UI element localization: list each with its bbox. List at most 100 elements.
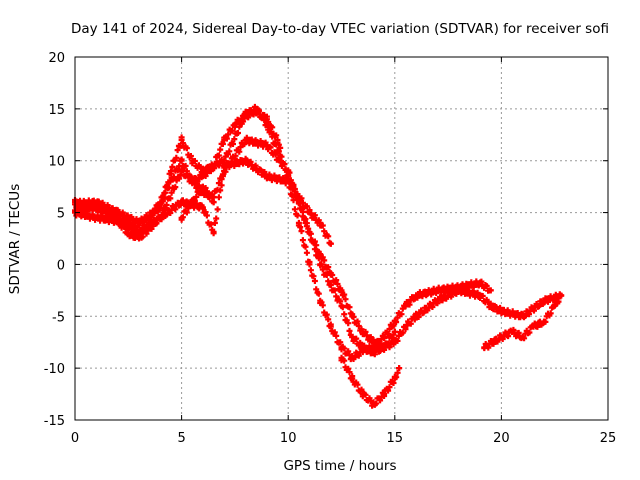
- data-point: [519, 334, 526, 340]
- data-point: [455, 287, 462, 294]
- data-point: [327, 240, 334, 247]
- data-point: [530, 323, 537, 330]
- data-point: [221, 162, 228, 169]
- data-markers: [72, 134, 565, 353]
- data-point: [541, 318, 547, 325]
- y-tick-label: 0: [57, 258, 65, 273]
- data-point: [157, 214, 164, 221]
- data-point: [402, 302, 409, 309]
- data-point: [498, 308, 505, 315]
- data-point: [434, 297, 441, 304]
- x-axis-label: GPS time / hours: [283, 458, 396, 474]
- data-point: [178, 157, 185, 164]
- data-point: [487, 287, 494, 294]
- data-point: [157, 199, 164, 206]
- y-tick-label: 15: [48, 103, 65, 118]
- data-point: [349, 354, 356, 361]
- y-tick-label: 20: [48, 51, 65, 66]
- data-point: [509, 328, 516, 335]
- data-point: [189, 178, 196, 185]
- data-point: [317, 261, 324, 268]
- y-tick-label: -10: [44, 362, 65, 377]
- data-point: [349, 334, 356, 340]
- data-point: [338, 354, 345, 361]
- data-point: [317, 251, 324, 258]
- y-tick-label: 5: [57, 207, 65, 222]
- data-point: [199, 173, 206, 180]
- data-point: [199, 168, 206, 175]
- y-tick-label: -15: [44, 414, 65, 429]
- data-point: [391, 328, 398, 335]
- plot-frame: [74, 56, 609, 421]
- data-point: [327, 282, 334, 289]
- chart-title: Day 141 of 2024, Sidereal Day-to-day VTE…: [71, 21, 609, 37]
- data-point: [263, 121, 270, 128]
- data-point: [396, 365, 403, 372]
- data-point: [338, 287, 345, 294]
- data-point: [263, 142, 270, 149]
- data-point: [338, 344, 345, 351]
- y-axis-label: SDTVAR / TECUs: [7, 184, 23, 294]
- data-point: [381, 391, 388, 398]
- data-point: [434, 287, 441, 294]
- data-point: [242, 157, 249, 164]
- axis-ticks: 0 5 10 15 20 25 -15 -10 -5 0 5 10 15 20: [44, 51, 617, 446]
- data-point: [370, 339, 377, 346]
- data-point: [210, 199, 217, 206]
- data-point: [221, 137, 228, 143]
- data-point: [136, 235, 142, 242]
- data-point: [327, 323, 334, 330]
- data-point: [93, 199, 100, 206]
- data-point: [481, 344, 488, 351]
- data-point: [210, 230, 217, 237]
- data-point: [242, 111, 249, 117]
- series-track-5: [178, 183, 217, 223]
- grid: [75, 57, 608, 420]
- data-point: [317, 219, 324, 226]
- series-track-4: [72, 155, 334, 247]
- y-tick-label: -5: [52, 310, 65, 325]
- data-point: [391, 318, 398, 325]
- x-tick-label: 0: [71, 431, 79, 446]
- data-point: [349, 313, 356, 320]
- x-tick-label: 5: [177, 431, 185, 446]
- series-track-7: [481, 292, 565, 352]
- data-point: [349, 375, 356, 382]
- data-point: [242, 137, 249, 143]
- data-point: [295, 194, 302, 200]
- data-point: [199, 183, 206, 190]
- data-point: [114, 209, 121, 216]
- data-point: [199, 204, 206, 211]
- data-point: [189, 199, 196, 206]
- x-tick-label: 10: [280, 431, 297, 446]
- series-track-6: [338, 354, 403, 409]
- data-point: [253, 105, 260, 112]
- data-point: [306, 209, 313, 216]
- data-point: [189, 157, 196, 164]
- data-point: [541, 297, 547, 304]
- data-point: [317, 297, 324, 304]
- data-points: [72, 103, 565, 409]
- data-point: [558, 292, 565, 299]
- data-point: [114, 217, 121, 224]
- data-point: [338, 302, 345, 309]
- data-point: [274, 137, 281, 143]
- data-point: [498, 334, 505, 340]
- data-point: [487, 302, 494, 309]
- x-tick-label: 20: [493, 431, 510, 446]
- data-point: [178, 137, 185, 143]
- series-track-3: [72, 134, 565, 353]
- data-point: [359, 344, 366, 351]
- data-point: [402, 323, 409, 330]
- data-point: [359, 328, 366, 335]
- data-point: [306, 261, 313, 268]
- data-point: [413, 292, 420, 299]
- data-point: [370, 401, 377, 408]
- data-point: [306, 230, 313, 237]
- data-point: [93, 214, 100, 221]
- data-point: [359, 391, 366, 398]
- data-point: [519, 313, 526, 320]
- data-point: [178, 214, 185, 221]
- data-point: [136, 219, 142, 226]
- data-point: [231, 121, 238, 128]
